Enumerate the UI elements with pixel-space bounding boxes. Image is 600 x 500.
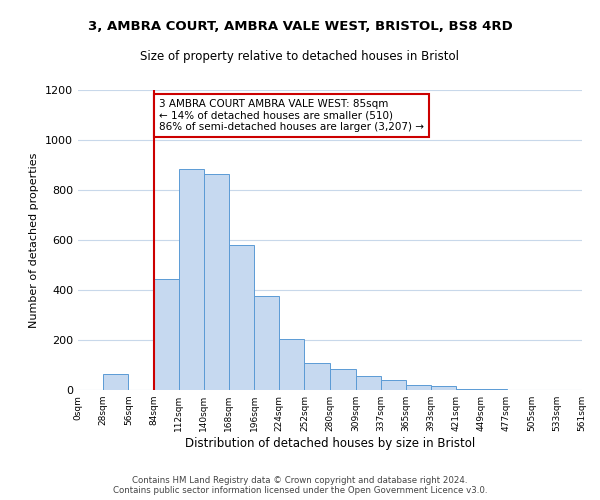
Bar [204, 174, 229, 390]
Bar [431, 386, 456, 390]
Bar [381, 380, 406, 390]
Bar [356, 376, 381, 390]
Text: 3, AMBRA COURT, AMBRA VALE WEST, BRISTOL, BS8 4RD: 3, AMBRA COURT, AMBRA VALE WEST, BRISTOL… [88, 20, 512, 33]
Bar [103, 374, 128, 390]
Text: Contains HM Land Registry data © Crown copyright and database right 2024.
Contai: Contains HM Land Registry data © Crown c… [113, 476, 487, 495]
Bar [154, 279, 179, 390]
Bar [254, 296, 279, 390]
Bar [179, 169, 204, 390]
Text: Size of property relative to detached houses in Bristol: Size of property relative to detached ho… [140, 50, 460, 63]
Bar [456, 389, 481, 390]
X-axis label: Distribution of detached houses by size in Bristol: Distribution of detached houses by size … [185, 437, 475, 450]
Y-axis label: Number of detached properties: Number of detached properties [29, 152, 40, 328]
Bar [481, 389, 506, 390]
Bar [406, 385, 431, 390]
Bar [304, 362, 329, 390]
Text: 3 AMBRA COURT AMBRA VALE WEST: 85sqm
← 14% of detached houses are smaller (510)
: 3 AMBRA COURT AMBRA VALE WEST: 85sqm ← 1… [159, 99, 424, 132]
Bar [329, 369, 356, 390]
Bar [229, 245, 254, 390]
Bar [279, 339, 304, 390]
